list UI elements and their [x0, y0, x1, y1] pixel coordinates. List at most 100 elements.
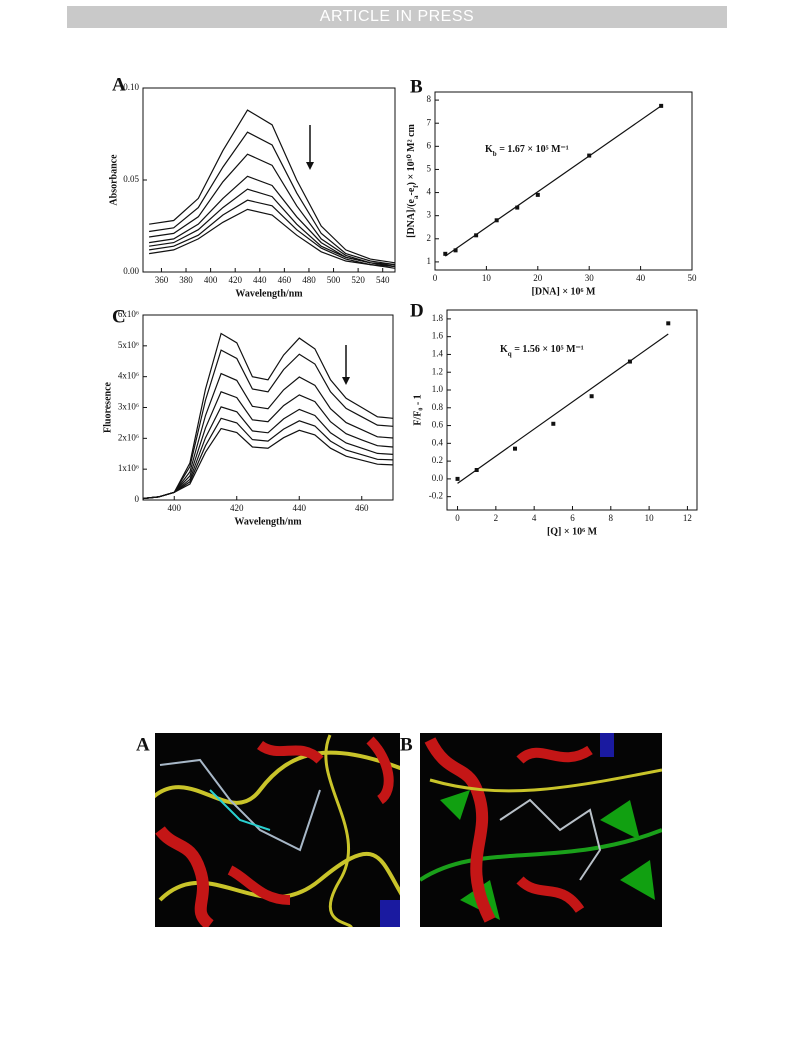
panel-label: B: [410, 76, 423, 97]
data-point: [666, 321, 671, 326]
spectrum-line: [149, 175, 396, 268]
fit-line: [457, 333, 669, 484]
data-point: [659, 103, 664, 108]
y-tick-label: 2: [427, 233, 432, 243]
panel-label: D: [410, 300, 424, 321]
data-point: [455, 476, 460, 481]
y-axis-label-part: f: [412, 185, 420, 188]
data-point: [453, 248, 458, 253]
spectrum-line: [149, 131, 396, 266]
x-tick-label: 460: [355, 503, 369, 513]
annotation-part: = 1.56 × 10⁵ M⁻¹: [512, 344, 584, 355]
spectrum-line: [142, 391, 394, 500]
spectrum-line: [142, 349, 394, 500]
spectrum-line: [142, 332, 394, 500]
arrow-head: [342, 377, 350, 385]
y-tick-label: 1.6: [432, 331, 444, 341]
data-point: [589, 394, 594, 399]
panel-label: C: [112, 306, 126, 327]
spectrum-line: [149, 153, 396, 266]
y-tick-label: 1: [427, 256, 432, 266]
x-tick-label: 40: [636, 273, 646, 283]
y-axis-label-part: ) × 10¹⁰ M² cm: [406, 123, 417, 185]
y-tick-label: 2x10⁶: [118, 432, 139, 442]
header-banner: ARTICLE IN PRESS: [67, 6, 727, 28]
y-tick-label: 7: [427, 117, 432, 127]
x-tick-label: 12: [683, 513, 692, 523]
image-label: A: [136, 734, 150, 755]
data-point: [587, 153, 592, 158]
spectrum-line: [142, 427, 394, 500]
x-tick-label: 400: [204, 275, 218, 285]
data-point: [551, 421, 556, 426]
y-tick-label: 1x10⁶: [118, 463, 139, 473]
x-tick-label: 8: [609, 513, 614, 523]
y-tick-label: 4: [427, 187, 432, 197]
y-axis-label: F/F₀ - 1: [412, 394, 423, 425]
spectrum-line: [142, 406, 394, 500]
data-point: [513, 446, 518, 451]
y-tick-label: 0.00: [123, 266, 139, 276]
y-tick-label: 5: [427, 164, 432, 174]
y-tick-label: 8: [427, 94, 432, 104]
x-tick-label: 360: [155, 275, 169, 285]
spectrum-line: [149, 199, 396, 268]
y-tick-label: 6x10⁶: [118, 309, 139, 319]
y-tick-label: 3: [427, 210, 432, 220]
data-point: [515, 205, 520, 210]
y-axis-label-part: -e: [406, 187, 417, 195]
x-tick-label: 10: [482, 273, 492, 283]
x-tick-label: 0: [455, 513, 460, 523]
x-axis-label: Wavelength/nm: [234, 516, 302, 527]
x-tick-label: 10: [645, 513, 655, 523]
x-tick-label: 440: [253, 275, 267, 285]
fit-line: [444, 105, 662, 257]
x-tick-label: 440: [293, 503, 307, 513]
x-tick-label: 420: [228, 275, 242, 285]
x-tick-label: 420: [230, 503, 244, 513]
data-point: [494, 218, 499, 223]
y-tick-label: 5x10⁶: [118, 340, 139, 350]
y-tick-label: 0.05: [123, 174, 139, 184]
y-axis-label: Absorbance: [108, 154, 119, 206]
data-point: [535, 192, 540, 197]
spectrum-line: [149, 109, 396, 264]
y-tick-label: 1.4: [432, 349, 444, 359]
image-label: B: [400, 734, 413, 755]
x-tick-label: 20: [533, 273, 543, 283]
docking-image-a: [155, 733, 400, 927]
x-tick-label: 400: [168, 503, 182, 513]
x-tick-label: 30: [585, 273, 595, 283]
panel-label: A: [112, 74, 126, 95]
x-tick-label: 480: [302, 275, 316, 285]
annotation-part: b: [493, 150, 497, 158]
x-tick-label: 6: [570, 513, 575, 523]
spectrum-line: [149, 188, 396, 268]
x-tick-label: 460: [278, 275, 292, 285]
y-tick-label: 0.8: [432, 402, 444, 412]
plot-frame: [434, 91, 693, 271]
y-tick-label: 6: [427, 140, 432, 150]
y-tick-label: 0: [135, 494, 140, 504]
annotation-part: K: [485, 144, 493, 155]
arrow-head: [306, 162, 314, 170]
y-tick-label: 1.8: [432, 313, 444, 323]
x-tick-label: 50: [688, 273, 698, 283]
x-axis-label: Wavelength/nm: [235, 288, 303, 299]
x-tick-label: 540: [376, 275, 390, 285]
annotation-part: = 1.67 × 10⁵ M⁻¹: [497, 144, 569, 155]
data-point: [627, 359, 632, 364]
y-tick-label: -0.2: [429, 491, 443, 501]
annotation: Kq = 1.56 × 10⁵ M⁻¹: [500, 344, 584, 357]
y-tick-label: 4x10⁶: [118, 371, 139, 381]
data-point: [474, 233, 479, 238]
y-tick-label: 0.4: [432, 437, 444, 447]
docking-image-b: [420, 733, 662, 927]
spectrum-line: [142, 372, 394, 500]
plot-frame: [142, 87, 396, 273]
spectrum-line: [149, 208, 396, 269]
y-axis-label: [DNA]/(ea-ef) × 10¹⁰ M² cm: [406, 123, 419, 237]
data-point: [474, 468, 479, 472]
